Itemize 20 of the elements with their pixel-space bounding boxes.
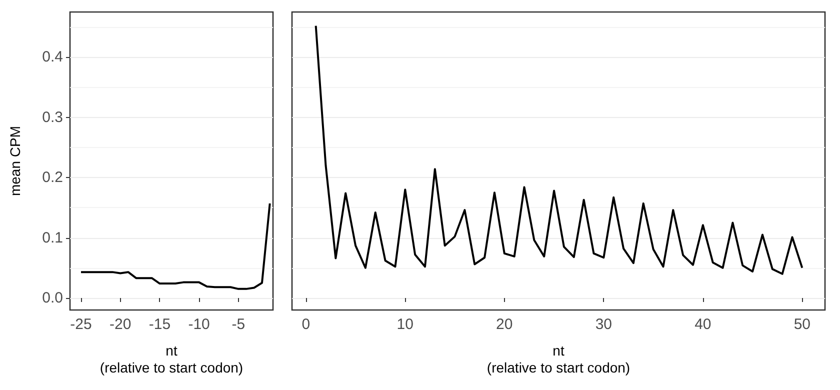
y-tick-label: 0.3 <box>42 108 63 126</box>
line-series <box>80 202 271 290</box>
x-tick-label: -25 <box>70 316 92 333</box>
x-tick-label: 30 <box>595 316 612 333</box>
y-tick-label: 0.1 <box>42 229 63 246</box>
x-tick-label: 50 <box>794 316 811 333</box>
x-tick-label: 20 <box>496 316 513 333</box>
x-axis-title: nt (relative to start codon) <box>100 342 244 376</box>
y-tick-label: 0.0 <box>42 289 63 306</box>
y-tick-label: 0.2 <box>42 169 63 186</box>
x-tick-label: 40 <box>694 316 712 333</box>
x-tick-label: 10 <box>396 316 414 333</box>
x-tick-label: -15 <box>148 316 171 333</box>
x-axis-title: nt (relative to start codon) <box>486 342 630 376</box>
x-tick-label: -5 <box>232 316 246 333</box>
y-axis-title: mean CPM <box>7 126 23 196</box>
x-tick-label: -20 <box>110 316 132 333</box>
y-tick-label: 0.4 <box>42 48 63 66</box>
x-tick-label: 0 <box>302 316 310 333</box>
x-tick-label: -10 <box>188 316 210 333</box>
